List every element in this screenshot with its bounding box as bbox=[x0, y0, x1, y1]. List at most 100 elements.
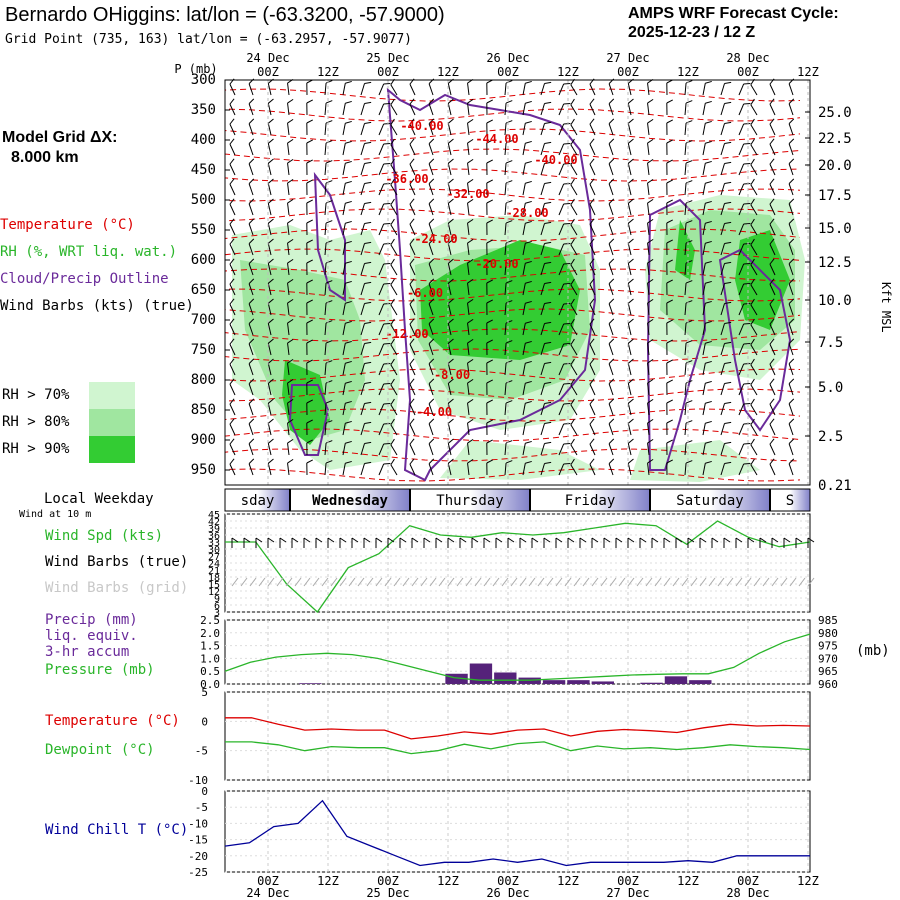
wind-barb-staff bbox=[390, 324, 398, 336]
wind-barb bbox=[702, 420, 712, 436]
wind-barb-staff bbox=[750, 124, 758, 136]
wind-barb bbox=[558, 163, 571, 176]
wind-barb-true-feather bbox=[327, 537, 335, 543]
wind-barb bbox=[342, 340, 352, 356]
wind-barb-staff bbox=[720, 323, 725, 336]
wind-barb bbox=[750, 198, 758, 216]
wind-barb-staff bbox=[229, 443, 236, 456]
wind-barb-staff bbox=[738, 183, 745, 196]
wind-barb-staff bbox=[287, 443, 290, 456]
wind-barb bbox=[627, 318, 634, 336]
wind-barb-staff bbox=[647, 223, 650, 236]
temperature-contour bbox=[224, 268, 801, 282]
wind-barb-staff bbox=[570, 124, 578, 136]
wind-barb-grid bbox=[717, 577, 725, 587]
wind-barb bbox=[467, 198, 474, 216]
wind-barb-staff bbox=[540, 263, 545, 276]
wind-barb-feather bbox=[724, 241, 732, 245]
legend-temperature: Temperature (°C) bbox=[0, 217, 135, 233]
wind-barb-feather bbox=[666, 399, 673, 404]
wind-barb-staff bbox=[287, 83, 290, 96]
wind-barb-true-feather bbox=[279, 537, 287, 543]
wind-barb-feather bbox=[287, 158, 294, 164]
wind-barb bbox=[788, 258, 795, 276]
wind-barb bbox=[360, 221, 372, 236]
wind-barb-feather bbox=[647, 158, 654, 164]
wind-barb-feather bbox=[409, 98, 415, 105]
temperature-contour-label: -8.00 bbox=[434, 368, 470, 382]
wind-barb bbox=[522, 100, 532, 116]
wind-barb bbox=[720, 261, 732, 276]
wind-barb-true-feather bbox=[555, 537, 563, 543]
wind-barb-feather bbox=[325, 160, 333, 164]
wind-barb-staff bbox=[267, 283, 272, 296]
wind-barb-feather bbox=[248, 438, 255, 445]
wind-barb-feather bbox=[627, 298, 634, 304]
wind-barb bbox=[229, 98, 236, 116]
wind-barb-staff bbox=[248, 183, 254, 196]
wind-barb-staff bbox=[467, 343, 470, 356]
wind-barb bbox=[342, 160, 352, 176]
wind-barb bbox=[248, 98, 255, 116]
wind-barb-feather bbox=[229, 218, 235, 225]
wind-barb-staff bbox=[378, 103, 385, 116]
wind-barb-staff bbox=[248, 263, 254, 276]
wind-barb bbox=[666, 159, 673, 176]
wind-barb-feather bbox=[267, 98, 274, 104]
wind-barb-feather bbox=[229, 238, 235, 245]
wind-barb-feather bbox=[647, 218, 654, 224]
wind-barb-staff bbox=[267, 103, 272, 116]
wind-barb bbox=[287, 118, 294, 136]
wind-barb-feather bbox=[685, 160, 693, 164]
wind-barb-feather bbox=[589, 138, 595, 145]
wind-barb bbox=[378, 423, 391, 436]
wind-barb-feather bbox=[447, 278, 454, 284]
wind-barb bbox=[666, 379, 673, 396]
wind-barb bbox=[390, 358, 398, 376]
wind-barb-feather bbox=[229, 118, 235, 125]
wind-barb bbox=[287, 98, 294, 116]
cloud-outline bbox=[386, 87, 597, 482]
wind-barb-staff bbox=[248, 283, 254, 296]
wind-barb-staff bbox=[702, 223, 706, 236]
wind-barb-staff bbox=[342, 123, 346, 136]
wind-barb-feather bbox=[685, 420, 693, 424]
wind-barb bbox=[267, 318, 274, 336]
precip-bar bbox=[689, 680, 712, 684]
wind-barb-feather bbox=[627, 278, 634, 284]
wind-barb-staff bbox=[447, 423, 452, 436]
wind-barb-feather bbox=[229, 258, 235, 265]
wind-barb-staff bbox=[324, 263, 327, 276]
wind-barb-feather bbox=[525, 100, 532, 104]
wind-barb-staff bbox=[504, 303, 507, 316]
wind-barb bbox=[558, 263, 571, 276]
wind-barb-staff bbox=[287, 463, 290, 476]
wind-barb bbox=[589, 438, 596, 456]
wind-barb bbox=[360, 441, 372, 456]
wind-barb bbox=[504, 80, 513, 96]
wind-barb-feather bbox=[685, 340, 693, 344]
wind-barb bbox=[666, 279, 673, 296]
wind-barb-staff bbox=[570, 384, 578, 396]
wind-barb-staff bbox=[522, 143, 526, 156]
wind-barb-grid bbox=[798, 577, 806, 587]
wind-barb-feather bbox=[364, 221, 372, 225]
wind-barb-feather bbox=[345, 340, 352, 344]
wind-barb bbox=[788, 238, 795, 256]
wind-barb-staff bbox=[522, 463, 526, 476]
wind-barb bbox=[486, 379, 493, 396]
wind-barb-feather bbox=[743, 383, 751, 385]
wind-barb bbox=[540, 461, 552, 476]
wind-barb bbox=[647, 338, 654, 356]
wind-barb-feather bbox=[563, 283, 571, 285]
wind-barb bbox=[287, 218, 294, 236]
wind-barb-feather bbox=[287, 358, 294, 364]
wind-barb bbox=[769, 258, 776, 276]
wind-barb-staff bbox=[267, 363, 272, 376]
rh90-area bbox=[282, 360, 330, 445]
wind-barb-staff bbox=[627, 103, 632, 116]
wind-barb-staff bbox=[248, 103, 254, 116]
wind-barb-feather bbox=[467, 338, 474, 344]
wind-barb bbox=[324, 360, 333, 376]
wind-barb-grid bbox=[465, 577, 473, 587]
